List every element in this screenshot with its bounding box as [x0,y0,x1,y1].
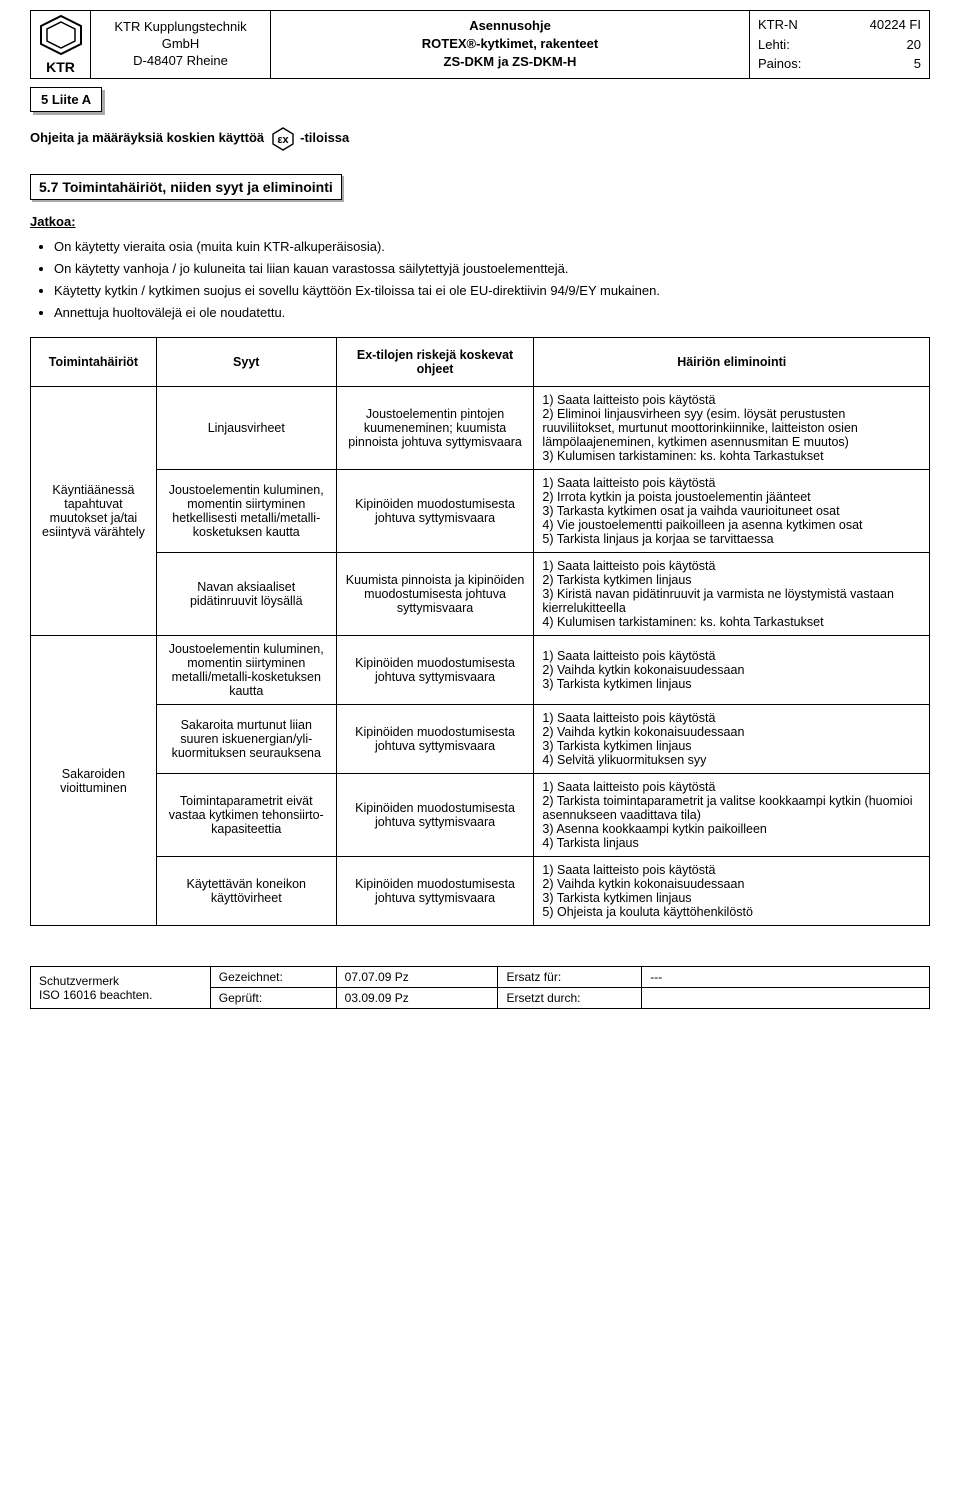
company-line2: GmbH [99,36,262,53]
table-row: Joustoelementin kuluminen, momentin siir… [31,470,930,553]
doc-r1-value: 40224 FI [870,15,921,35]
section-5a-suffix: -tiloissa [300,130,349,145]
doc-r2-label: Lehti: [758,35,790,55]
cause-cell: Toimintaparametrit eivät vastaa kytkimen… [156,774,336,857]
footer-ers1-label: Ersatz für: [498,967,642,988]
bullet-list: On käytetty vieraita osia (muita kuin KT… [30,237,930,324]
table-row: Sakaroiden vioittuminen Joustoelementin … [31,636,930,705]
section-57-title: 5.7 Toimintahäiriöt, niiden syyt ja elim… [30,174,342,200]
elim-cell: 1) Saata laitteisto pois käytöstä 2) Tar… [534,553,930,636]
table-row: Käytettävän koneikon käyttövirheet Kipin… [31,857,930,926]
footer-ers2-value [642,988,930,1009]
document-header: KTR KTR Kupplungstechnik GmbH D-48407 Rh… [30,10,930,79]
th-cause: Syyt [156,338,336,387]
th-fault: Toimintahäiriöt [31,338,157,387]
footer-left1: Schutzvermerk [39,974,202,988]
footer-gez-label: Gezeichnet: [210,967,336,988]
cause-cell: Linjausvirheet [156,387,336,470]
jatkoa-label: Jatkoa: [30,214,930,229]
title-line2: ROTEX®-kytkimet, rakenteet [279,35,741,53]
risk-cell: Kipinöiden muodostumisesta johtuva sytty… [336,470,534,553]
doc-r2-value: 20 [907,35,921,55]
cause-cell: Joustoelementin kuluminen, momentin siir… [156,636,336,705]
elim-cell: 1) Saata laitteisto pois käytöstä 2) Vai… [534,705,930,774]
elim-cell: 1) Saata laitteisto pois käytöstä 2) Eli… [534,387,930,470]
risk-cell: Kuumista pinnoista ja kipinöiden muodost… [336,553,534,636]
footer-left2: ISO 16016 beachten. [39,988,202,1002]
logo-text: KTR [33,59,88,75]
document-footer: Schutzvermerk ISO 16016 beachten. Gezeic… [30,966,930,1009]
company-line1: KTR Kupplungstechnik [99,19,262,36]
footer-ers1-value: --- [642,967,930,988]
section-5a-prefix: Ohjeita ja määräyksiä koskien käyttöä [30,130,264,145]
fault-table: Toimintahäiriöt Syyt Ex-tilojen riskejä … [30,337,930,926]
bullet-item: On käytetty vanhoja / jo kuluneita tai l… [54,259,930,279]
doc-cell: KTR-N 40224 FI Lehti: 20 Painos: 5 [750,11,930,79]
bullet-item: On käytetty vieraita osia (muita kuin KT… [54,237,930,257]
company-cell: KTR Kupplungstechnik GmbH D-48407 Rheine [91,11,271,79]
elim-cell: 1) Saata laitteisto pois käytöstä 2) Tar… [534,774,930,857]
elim-cell: 1) Saata laitteisto pois käytöstä 2) Vai… [534,857,930,926]
ktr-logo-icon [37,14,85,56]
doc-r1-label: KTR-N [758,15,798,35]
cause-cell: Sakaroita murtunut liian suuren iskuener… [156,705,336,774]
footer-gez-value: 07.07.09 Pz [336,967,498,988]
title-cell: Asennusohje ROTEX®-kytkimet, rakenteet Z… [271,11,750,79]
risk-cell: Kipinöiden muodostumisesta johtuva sytty… [336,705,534,774]
footer-gep-value: 03.09.09 Pz [336,988,498,1009]
risk-cell: Kipinöiden muodostumisesta johtuva sytty… [336,857,534,926]
doc-r3-value: 5 [914,54,921,74]
ex-symbol-text: εx [277,134,289,146]
elim-cell: 1) Saata laitteisto pois käytöstä 2) Vai… [534,636,930,705]
th-risk: Ex-tilojen riskejä koskevat ohjeet [336,338,534,387]
section-5a-tag: 5 Liite A [30,87,102,112]
logo-cell: KTR [31,11,91,79]
cause-cell: Käytettävän koneikon käyttövirheet [156,857,336,926]
footer-left: Schutzvermerk ISO 16016 beachten. [31,967,211,1009]
table-row: Sakaroita murtunut liian suuren iskuener… [31,705,930,774]
bullet-item: Käytetty kytkin / kytkimen suojus ei sov… [54,281,930,301]
risk-cell: Kipinöiden muodostumisesta johtuva sytty… [336,774,534,857]
table-row: Käyntiäänessä tapahtuvat muutokset ja/ta… [31,387,930,470]
risk-cell: Joustoelementin pintojen kuumeneminen; k… [336,387,534,470]
bullet-item: Annettuja huoltovälejä ei ole noudatettu… [54,303,930,323]
fault-group2: Sakaroiden vioittuminen [31,636,157,926]
cause-cell: Navan aksiaaliset pidätinruuvit löysällä [156,553,336,636]
doc-r3-label: Painos: [758,54,801,74]
cause-cell: Joustoelementin kuluminen, momentin siir… [156,470,336,553]
title-line1: Asennusohje [279,17,741,35]
table-row: Navan aksiaaliset pidätinruuvit löysällä… [31,553,930,636]
section-5a-line: Ohjeita ja määräyksiä koskien käyttöä εx… [30,126,930,150]
footer-ers2-label: Ersetzt durch: [498,988,642,1009]
title-line3: ZS-DKM ja ZS-DKM-H [279,53,741,71]
table-row: Toimintaparametrit eivät vastaa kytkimen… [31,774,930,857]
footer-gep-label: Geprüft: [210,988,336,1009]
elim-cell: 1) Saata laitteisto pois käytöstä 2) Irr… [534,470,930,553]
fault-group1: Käyntiäänessä tapahtuvat muutokset ja/ta… [31,387,157,636]
risk-cell: Kipinöiden muodostumisesta johtuva sytty… [336,636,534,705]
ex-hex-icon: εx [270,126,294,150]
company-line3: D-48407 Rheine [99,53,262,70]
th-elim: Häiriön eliminointi [534,338,930,387]
